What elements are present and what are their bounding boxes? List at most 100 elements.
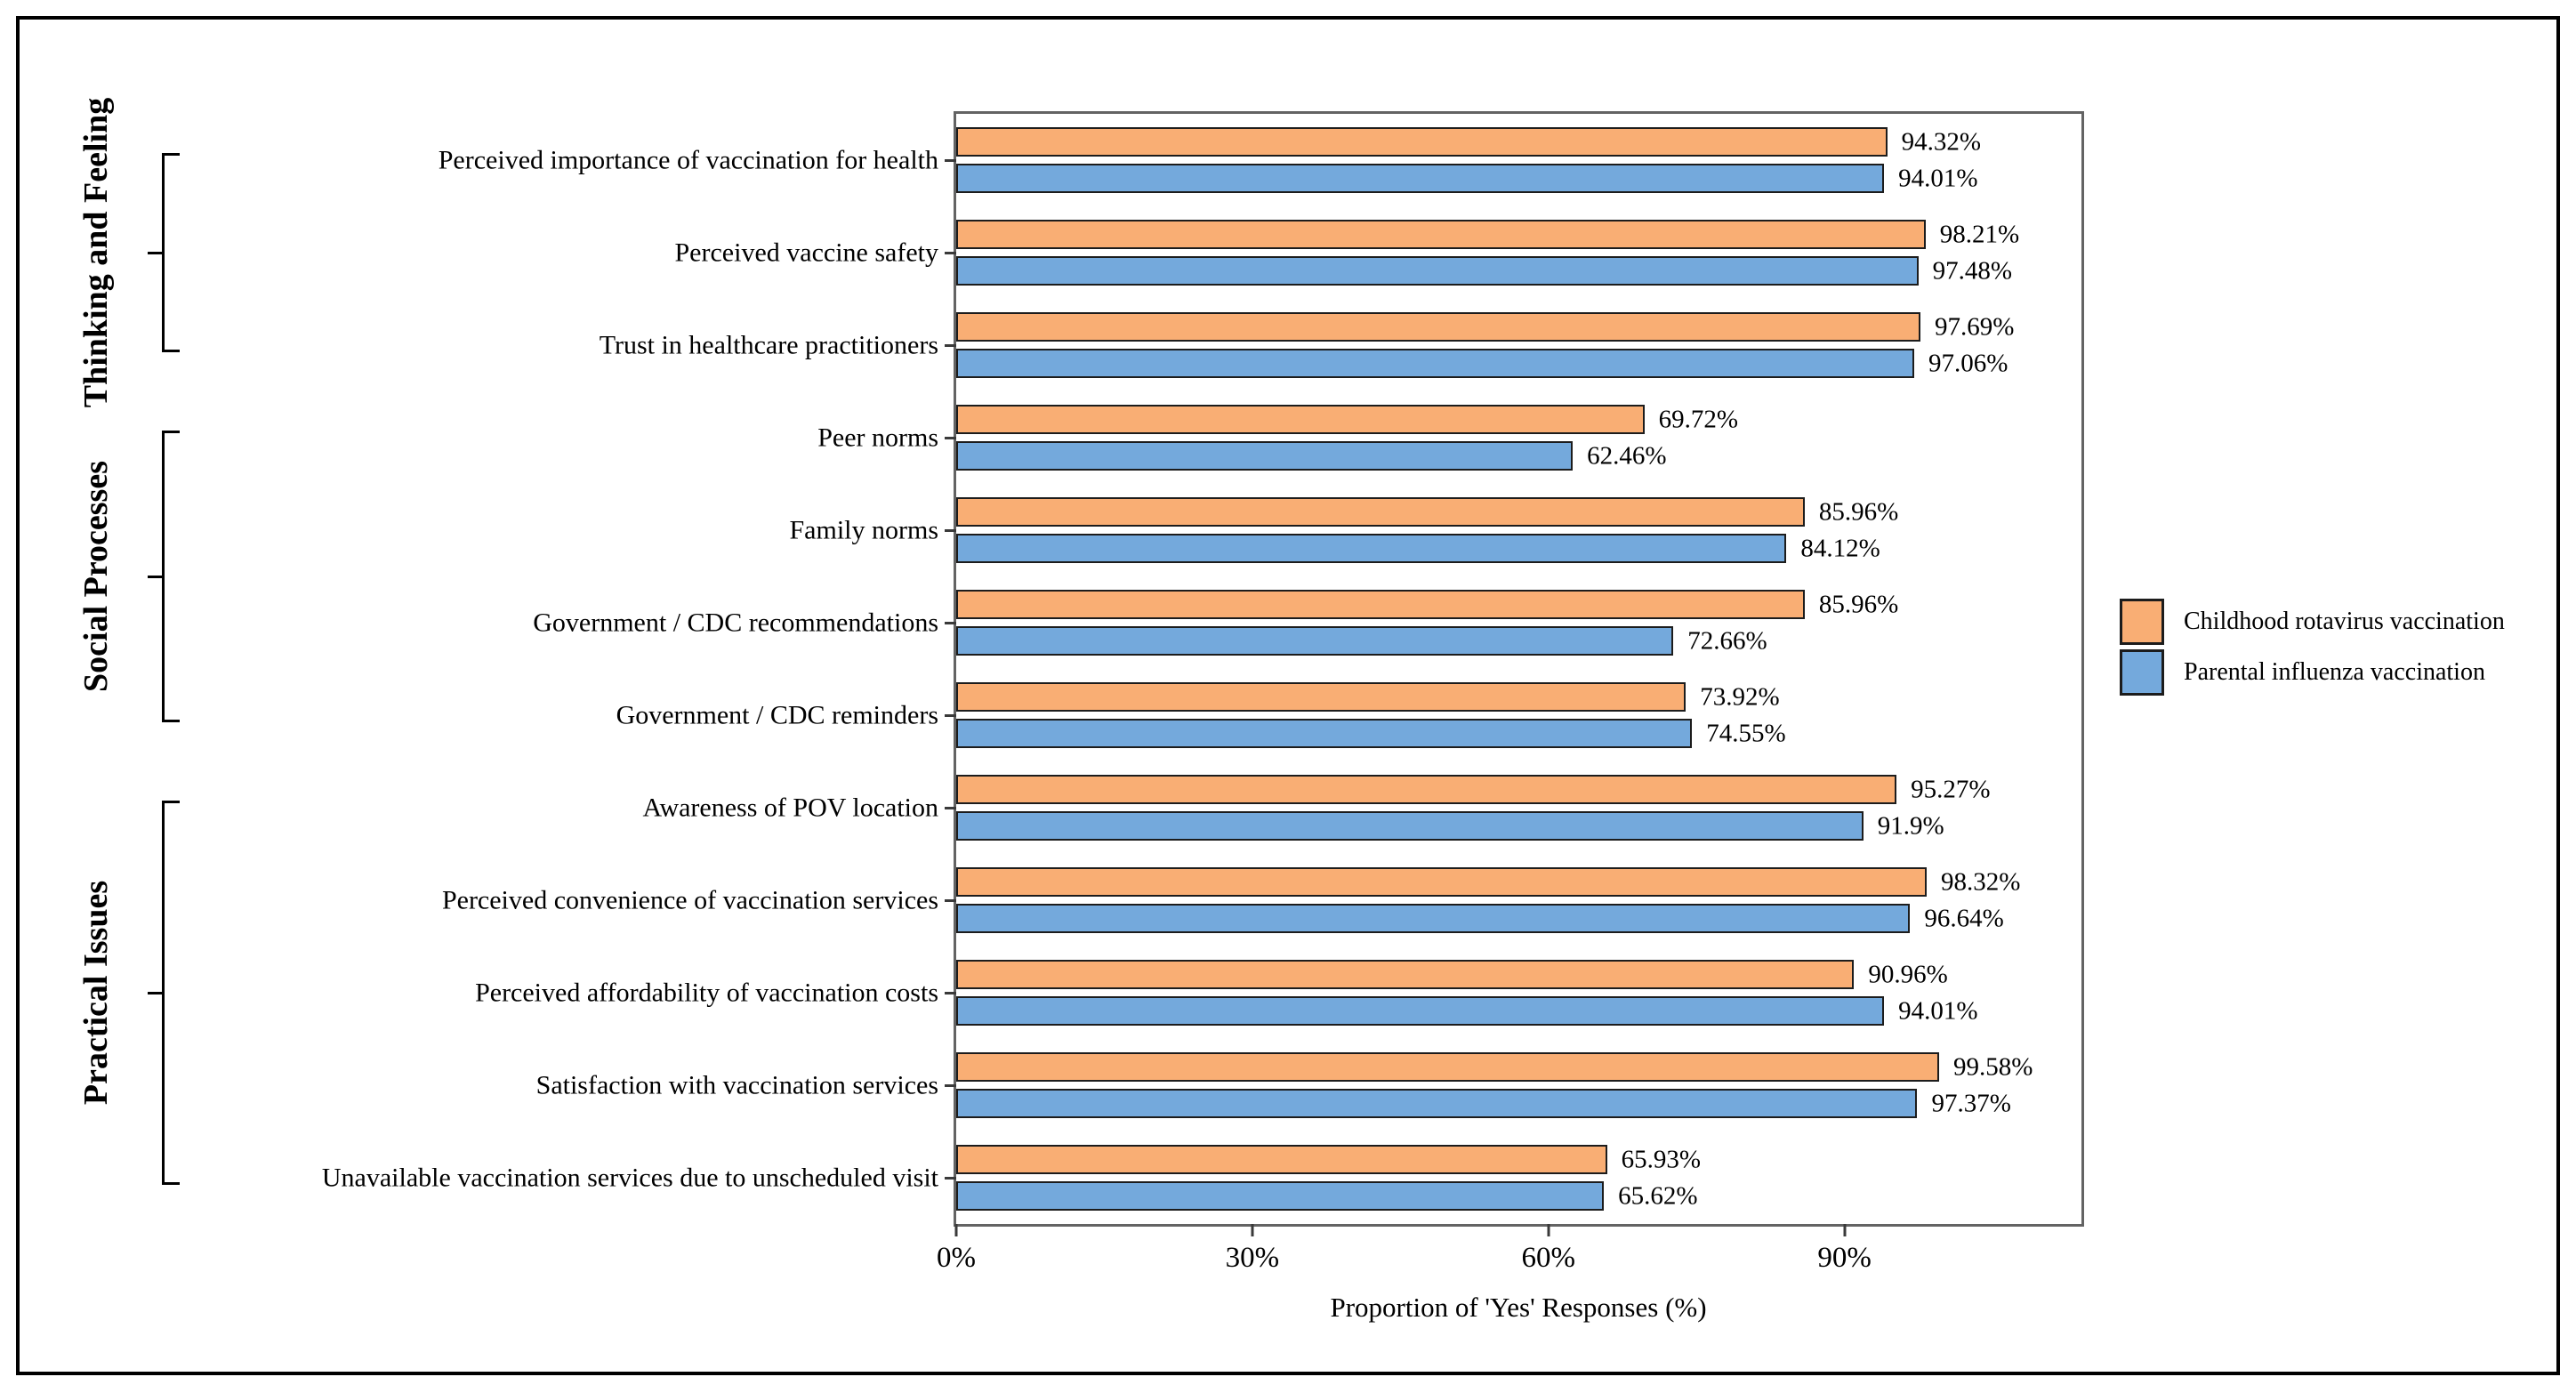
bar-value-label: 94.01% (1898, 164, 1978, 192)
bar-value-label: 62.46% (1587, 441, 1667, 470)
figure-border (16, 16, 2560, 1375)
category-row: Perceived vaccine safety 98.21% 97.48% (675, 206, 2081, 299)
bar-influenza (956, 904, 1911, 933)
bar-value-label: 90.96% (1868, 960, 1948, 988)
group-brace-bottom-arm (162, 350, 180, 352)
bar-value-label: 98.32% (1941, 867, 2021, 896)
category-row: Government / CDC recommendations 85.96% 72… (533, 576, 2081, 669)
group-label: Practical Issues (77, 880, 115, 1106)
bar-rotavirus (956, 312, 1921, 342)
bar-influenza (956, 164, 1885, 193)
x-tick (1251, 1224, 1254, 1236)
y-tick (945, 529, 956, 532)
x-tick-label: 0% (937, 1242, 976, 1274)
group-label: Social Processes (77, 461, 115, 692)
category-row: Family norms 85.96% 84.12% (789, 484, 2081, 576)
y-tick (945, 1177, 956, 1180)
legend-label-rotavirus: Childhood rotavirus vaccination (2184, 608, 2505, 635)
bar-value-label: 94.01% (1898, 996, 1978, 1025)
group-brace-line (162, 431, 165, 722)
category-row: Government / CDC reminders 73.92% 74.55% (616, 669, 2081, 761)
y-tick (945, 252, 956, 254)
category-label: Family norms (789, 515, 938, 545)
y-tick (945, 899, 956, 902)
legend-swatch-rotavirus (2120, 599, 2164, 645)
group-brace-top-arm (162, 431, 180, 433)
category-label: Government / CDC reminders (616, 700, 938, 730)
x-tick (1547, 1224, 1550, 1236)
bar-rotavirus (956, 775, 1897, 804)
category-label: Perceived convenience of vaccination ser… (441, 885, 938, 915)
bar-value-label: 72.66% (1687, 626, 1767, 655)
category-row: Unavailable vaccination services due to … (322, 1131, 2081, 1224)
bar-rotavirus (956, 960, 1855, 989)
y-tick (945, 437, 956, 439)
y-tick (945, 807, 956, 809)
bar-value-label: 69.72% (1658, 405, 1739, 433)
bar-value-label: 65.62% (1618, 1181, 1698, 1210)
plot-area: Perceived importance of vaccination for … (322, 111, 2084, 1273)
group-label: Thinking and Feeling (77, 97, 115, 408)
group-brace-notch (148, 251, 162, 254)
bar-influenza (956, 626, 1674, 656)
y-tick (945, 159, 956, 162)
category-row: Trust in healthcare practitioners 97.69% 9… (600, 299, 2081, 391)
legend-label-influenza: Parental influenza vaccination (2184, 658, 2485, 686)
bar-rotavirus (956, 127, 1888, 157)
y-tick (945, 622, 956, 624)
category-row: Perceived convenience of vaccination ser… (442, 854, 2081, 946)
x-tick-label: 90% (1817, 1242, 1872, 1274)
category-row: Peer norms 69.72% 62.46% (817, 391, 2081, 484)
bar-influenza (956, 719, 1693, 748)
y-tick (945, 714, 956, 717)
bar-value-label: 97.69% (1935, 312, 2015, 341)
category-label: Trust in healthcare practitioners (599, 330, 938, 360)
bar-rotavirus (956, 590, 1805, 619)
bar-value-label: 91.9% (1877, 811, 1944, 840)
bar-influenza (956, 811, 1864, 841)
x-tick-label: 60% (1521, 1242, 1576, 1274)
x-tick (954, 1224, 958, 1236)
group-brace-top-arm (162, 153, 180, 156)
bar-value-label: 97.06% (1928, 349, 2008, 377)
bar-value-label: 97.37% (1931, 1089, 2011, 1117)
bar-value-label: 95.27% (1911, 775, 1991, 803)
bar-value-label: 74.55% (1706, 719, 1786, 747)
bar-influenza (956, 349, 1915, 378)
category-label: Perceived importance of vaccination for … (438, 145, 938, 175)
bar-rotavirus (956, 682, 1686, 712)
group-brace-line (162, 801, 165, 1185)
bar-influenza (956, 256, 1919, 286)
group-brace-top-arm (162, 801, 180, 803)
group-brace-line (162, 153, 165, 352)
category-label: Perceived affordability of vaccination c… (475, 978, 938, 1008)
group-brace-notch (148, 575, 162, 578)
y-tick (945, 1084, 956, 1087)
bar-influenza (956, 441, 1574, 471)
bar-rotavirus (956, 220, 1926, 249)
x-tick (1843, 1224, 1847, 1236)
bar-rotavirus (956, 1145, 1607, 1174)
bar-influenza (956, 1181, 1605, 1211)
bar-value-label: 65.93% (1621, 1145, 1701, 1173)
bar-rotavirus (956, 1052, 1939, 1082)
bar-value-label: 96.64% (1924, 904, 2004, 932)
bar-rotavirus (956, 405, 1645, 434)
category-row: Perceived affordability of vaccination c… (475, 946, 2081, 1039)
category-label: Awareness of POV location (642, 793, 938, 823)
category-label: Government / CDC recommendations (533, 608, 938, 638)
bar-value-label: 84.12% (1800, 534, 1880, 562)
bar-value-label: 98.21% (1939, 220, 2020, 248)
group-brace-notch (148, 991, 162, 994)
category-row: Satisfaction with vaccination services 99… (536, 1039, 2081, 1131)
group-brace-bottom-arm (162, 1182, 180, 1185)
bar-value-label: 97.48% (1932, 256, 2013, 285)
bar-influenza (956, 534, 1787, 563)
category-label: Peer norms (817, 423, 938, 453)
bar-influenza (956, 1089, 1918, 1118)
category-label: Perceived vaccine safety (674, 238, 939, 268)
y-tick (945, 992, 956, 994)
x-tick-label: 30% (1225, 1242, 1280, 1274)
category-label: Unavailable vaccination services due to … (321, 1163, 938, 1193)
bar-value-label: 85.96% (1818, 590, 1899, 618)
